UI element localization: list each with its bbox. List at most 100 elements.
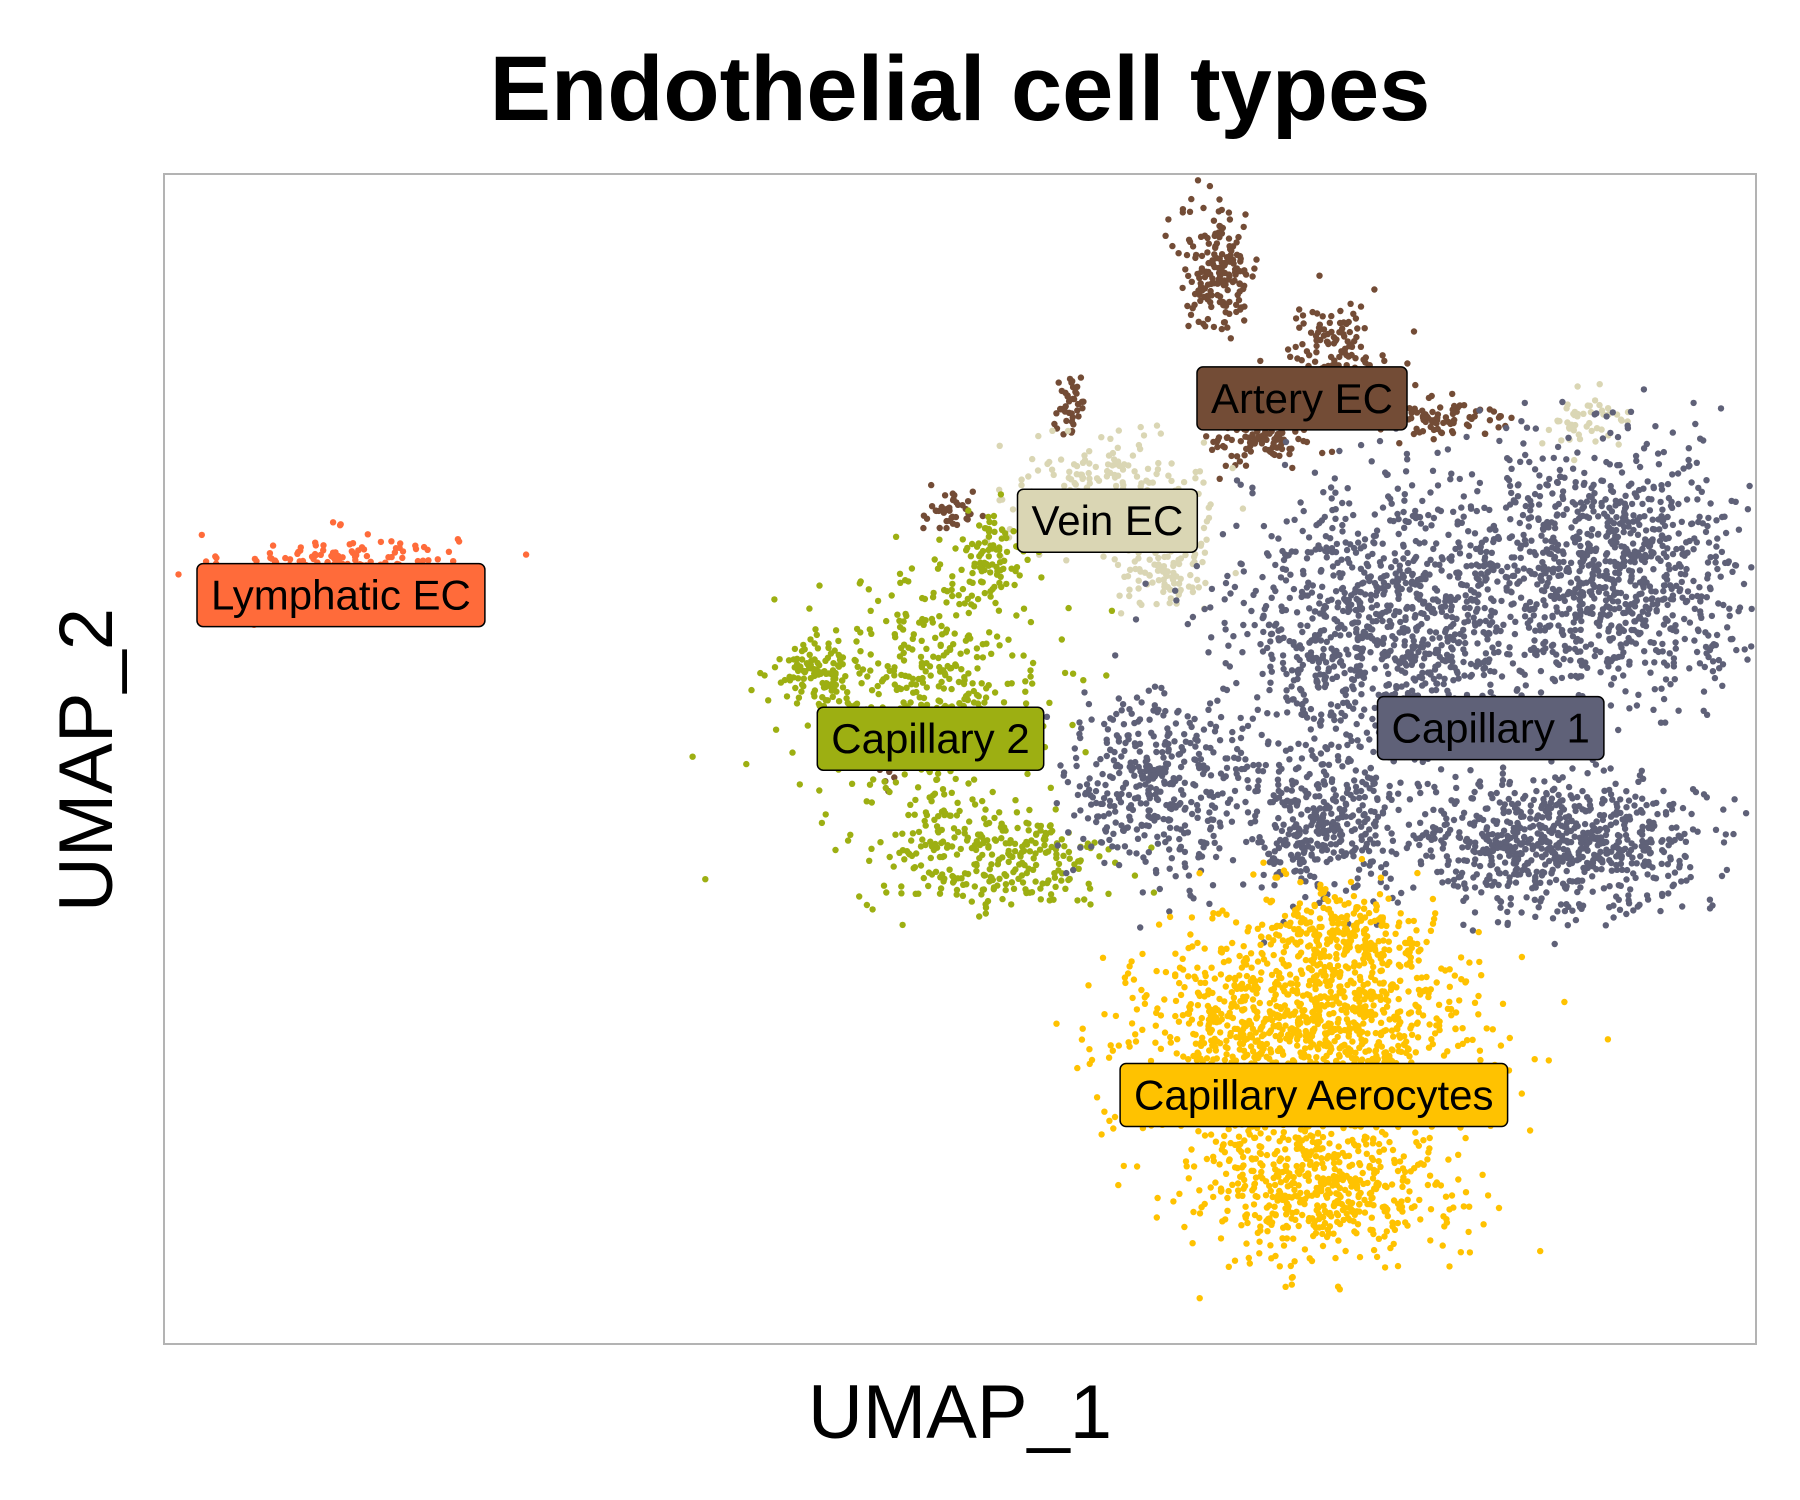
point-capillary-2 bbox=[915, 890, 922, 897]
point-capillary-1 bbox=[1522, 502, 1530, 510]
point-vein-ec bbox=[1115, 427, 1123, 434]
point-artery-ec bbox=[1300, 320, 1307, 327]
point-capillary-2 bbox=[898, 883, 905, 890]
point-capillary-1 bbox=[1535, 564, 1542, 571]
point-capillary-1 bbox=[1549, 648, 1556, 656]
point-capillary-2 bbox=[986, 866, 993, 873]
point-vein-ec bbox=[1170, 580, 1178, 587]
point-capillary-1 bbox=[1501, 859, 1509, 866]
point-capillary-1 bbox=[1665, 561, 1672, 569]
point-capillary-2 bbox=[903, 684, 910, 691]
point-capillary-1 bbox=[1282, 577, 1290, 584]
point-capillary-1 bbox=[1656, 537, 1664, 545]
point-capillary-1 bbox=[1718, 548, 1726, 556]
point-capillary-1 bbox=[1569, 765, 1576, 772]
point-capillary-1 bbox=[1543, 481, 1550, 488]
point-capillary-2 bbox=[965, 780, 972, 787]
point-capillary-1 bbox=[1575, 550, 1583, 557]
point-capillary-1 bbox=[1433, 680, 1441, 687]
point-vein-ec bbox=[1035, 432, 1042, 440]
point-vein-ec bbox=[1203, 536, 1210, 543]
point-capillary-2 bbox=[917, 653, 925, 661]
point-capillary-1 bbox=[1727, 636, 1735, 643]
point-capillary-1 bbox=[1513, 865, 1521, 872]
point-capillary-1 bbox=[1514, 580, 1521, 587]
point-capillary-1 bbox=[1518, 909, 1525, 916]
point-capillary-1 bbox=[1729, 568, 1736, 575]
point-capillary-2 bbox=[961, 870, 969, 877]
point-capillary-2 bbox=[923, 701, 931, 708]
point-capillary-1 bbox=[1518, 668, 1525, 675]
point-capillary-1 bbox=[1370, 539, 1377, 546]
point-capillary-1 bbox=[1456, 550, 1464, 557]
point-capillary-1 bbox=[1338, 709, 1345, 717]
point-vein-ec bbox=[1129, 452, 1137, 459]
point-artery-ec bbox=[1196, 274, 1203, 282]
point-capillary-2 bbox=[839, 684, 847, 691]
point-artery-ec bbox=[1486, 417, 1494, 424]
point-artery-ec bbox=[1357, 303, 1365, 310]
point-capillary-1 bbox=[1536, 493, 1544, 500]
point-capillary-2 bbox=[810, 690, 817, 697]
point-capillary-1 bbox=[1463, 563, 1470, 570]
point-capillary-2 bbox=[1024, 770, 1031, 778]
point-capillary-2 bbox=[812, 670, 820, 678]
point-capillary-2 bbox=[1010, 868, 1017, 876]
point-capillary-1 bbox=[1350, 705, 1357, 712]
point-capillary-1 bbox=[1403, 450, 1411, 458]
point-capillary-1 bbox=[1608, 681, 1615, 688]
point-artery-ec bbox=[1051, 420, 1058, 428]
point-capillary-1 bbox=[1520, 440, 1527, 447]
point-capillary-2 bbox=[974, 665, 981, 672]
point-capillary-2 bbox=[897, 579, 904, 586]
point-capillary-2 bbox=[868, 845, 875, 852]
point-capillary-1 bbox=[1714, 535, 1721, 542]
point-capillary-1 bbox=[1244, 630, 1251, 638]
point-capillary-1 bbox=[1279, 652, 1287, 659]
point-vein-ec bbox=[1009, 506, 1017, 513]
point-capillary-1 bbox=[1379, 540, 1386, 547]
point-capillary-1 bbox=[1693, 648, 1701, 656]
point-lymphatic-ec bbox=[425, 557, 432, 564]
point-capillary-1 bbox=[1580, 503, 1588, 510]
point-capillary-2 bbox=[926, 794, 933, 801]
point-vein-ec bbox=[1556, 417, 1563, 425]
point-lymphatic-ec bbox=[358, 544, 366, 551]
point-capillary-2 bbox=[817, 670, 824, 677]
point-capillary-1 bbox=[1678, 518, 1686, 525]
point-capillary-1 bbox=[1531, 896, 1539, 903]
point-capillary-2 bbox=[1002, 881, 1010, 888]
point-capillary-1 bbox=[1625, 605, 1632, 612]
point-capillary-1 bbox=[1640, 386, 1648, 393]
point-capillary-1 bbox=[1307, 549, 1315, 556]
point-capillary-1 bbox=[1343, 731, 1350, 738]
point-capillary-2 bbox=[973, 653, 981, 661]
point-capillary-2 bbox=[771, 596, 778, 603]
point-capillary-2 bbox=[985, 844, 992, 851]
point-lymphatic-ec bbox=[297, 544, 304, 551]
point-capillary-1 bbox=[1500, 621, 1507, 628]
point-vein-ec bbox=[1086, 448, 1093, 455]
point-capillary-1 bbox=[1632, 491, 1640, 499]
point-vein-ec bbox=[1196, 468, 1204, 475]
point-capillary-1 bbox=[1663, 662, 1671, 669]
point-capillary-1 bbox=[1709, 658, 1717, 665]
point-capillary-1 bbox=[1549, 569, 1557, 576]
point-capillary-2 bbox=[1034, 822, 1041, 829]
point-capillary-1 bbox=[1460, 658, 1467, 666]
point-capillary-1 bbox=[1490, 597, 1497, 605]
point-capillary-1 bbox=[1535, 501, 1543, 508]
point-capillary-1 bbox=[1566, 605, 1573, 612]
point-capillary-1 bbox=[1468, 671, 1476, 679]
point-lymphatic-ec bbox=[353, 552, 360, 559]
point-capillary-1 bbox=[1363, 560, 1371, 567]
point-capillary-1 bbox=[1508, 465, 1515, 472]
point-capillary-1 bbox=[1478, 539, 1486, 546]
point-capillary-2 bbox=[880, 676, 887, 683]
point-capillary-2 bbox=[899, 830, 906, 837]
point-capillary-1 bbox=[1669, 521, 1677, 529]
point-capillary-1 bbox=[1702, 629, 1709, 636]
point-capillary-2 bbox=[999, 895, 1006, 903]
point-capillary-1 bbox=[1449, 646, 1456, 653]
point-capillary-1 bbox=[1292, 548, 1299, 555]
